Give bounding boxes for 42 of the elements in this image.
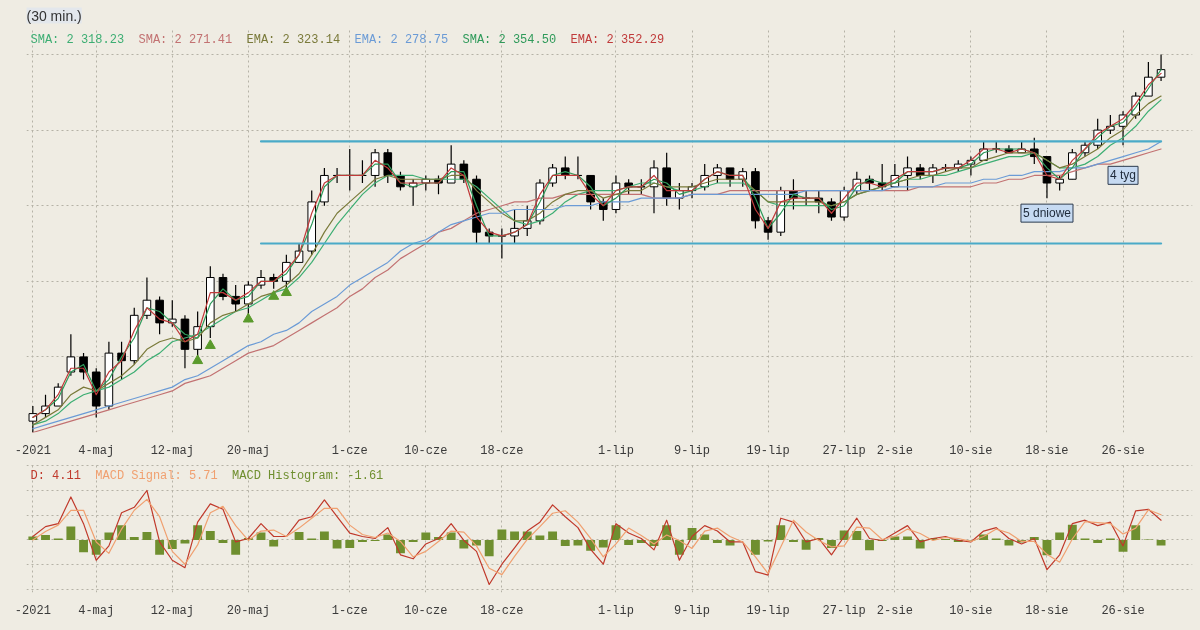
annotation: 4 tyg xyxy=(1110,168,1137,183)
text: SMA: 2 271.41 xyxy=(138,32,233,47)
chart-title: (30 min.) xyxy=(26,7,82,24)
text: MACD Histogram: -1.61 xyxy=(232,468,384,483)
x-tick-label: -2021 xyxy=(14,603,51,618)
x-tick-label: 20-maj xyxy=(226,443,270,458)
x-tick-label: 20-maj xyxy=(226,603,270,618)
x-tick-label: 26-sie xyxy=(1101,443,1145,458)
annotation: 5 dniowe xyxy=(1022,206,1072,221)
x-tick-label: 10-cze xyxy=(404,443,448,458)
x-tick-label: 9-lip xyxy=(674,443,711,458)
x-tick-label: 12-maj xyxy=(150,603,194,618)
x-tick-label: 19-lip xyxy=(746,443,790,458)
x-tick-label: 18-cze xyxy=(480,603,524,618)
text: SMA: 2 318.23 xyxy=(30,32,125,47)
x-tick-label: 19-lip xyxy=(746,603,790,618)
x-tick-label: 2-sie xyxy=(876,603,913,618)
x-tick-label: -2021 xyxy=(14,443,51,458)
text: MACD Signal: 5.71 xyxy=(95,468,218,483)
x-tick-label: 12-maj xyxy=(150,443,194,458)
x-tick-label: 18-sie xyxy=(1025,603,1069,618)
x-tick-label: 9-lip xyxy=(674,603,711,618)
x-tick-label: 10-sie xyxy=(949,443,993,458)
x-tick-label: 2-sie xyxy=(876,443,913,458)
x-tick-label: 27-lip xyxy=(822,443,866,458)
x-tick-label: 4-maj xyxy=(78,603,115,618)
x-tick-label: 4-maj xyxy=(78,443,115,458)
text: EMA: 2 323.14 xyxy=(246,32,341,47)
series-label: D: 4.11 xyxy=(30,468,81,483)
x-tick-label: 18-cze xyxy=(480,443,524,458)
x-tick-label: 1-cze xyxy=(331,603,368,618)
x-tick-label: 10-cze xyxy=(404,603,448,618)
text: EMA: 2 352.29 xyxy=(570,32,665,47)
text: SMA: 2 354.50 xyxy=(462,32,557,47)
x-tick-label: 27-lip xyxy=(822,603,866,618)
x-tick-label: 1-lip xyxy=(597,603,634,618)
x-tick-label: 1-cze xyxy=(331,443,368,458)
x-tick-label: 1-lip xyxy=(597,443,634,458)
x-tick-label: 10-sie xyxy=(949,603,993,618)
x-tick-label: 26-sie xyxy=(1101,603,1145,618)
text: EMA: 2 278.75 xyxy=(354,32,449,47)
x-tick-label: 18-sie xyxy=(1025,443,1069,458)
